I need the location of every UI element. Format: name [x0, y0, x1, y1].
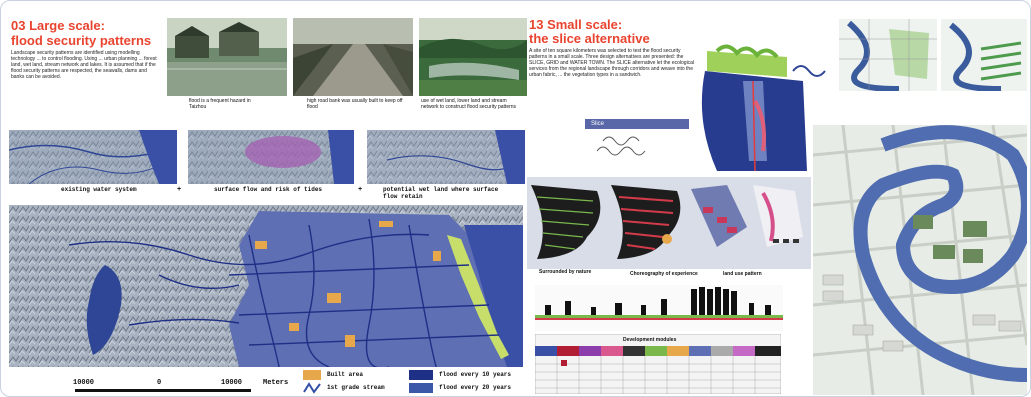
grid-thumbnail: [839, 19, 937, 91]
legend-10yr: flood every 10 years: [439, 371, 512, 378]
section-diagram: [535, 285, 783, 331]
legend-swatch-10yr: [409, 370, 433, 380]
strip-label-3: potential wet land where surface flow re…: [383, 186, 499, 200]
master-plan: [813, 125, 1027, 395]
surface-flow-map: [188, 130, 354, 184]
road-bank-photo: [293, 18, 413, 96]
wetland-photo: [419, 18, 527, 96]
scale-mid: 0: [157, 379, 162, 387]
flood-photo: [167, 18, 287, 96]
small-scale-title-2: the slice alternative: [529, 31, 650, 46]
potential-wetland-map: [367, 130, 525, 184]
scale-left: 10000: [73, 379, 95, 387]
scale-right: 10000: [221, 379, 243, 387]
diagram-caption-2: Choreography of experience: [630, 271, 698, 277]
plus-2: +: [358, 186, 363, 194]
small-scale-title-1: 13 Small scale:: [529, 17, 623, 32]
legend-built: Built area: [327, 371, 364, 378]
strip-label-1: existing water system: [61, 186, 137, 193]
legend-swatch-built: [303, 370, 321, 380]
flood-security-map: [9, 205, 523, 367]
legend-stream: 1st grade stream: [327, 384, 385, 391]
diagram-caption-1: Surrounded by nature: [539, 269, 592, 275]
photo-caption-2: high road bank was usually built to keep…: [307, 98, 403, 110]
strip-label-2: surface flow and risk of tides: [214, 186, 323, 193]
slice-diagrams: [527, 177, 811, 269]
plus-1: +: [177, 186, 182, 194]
slice-label-box: Slice: [585, 119, 689, 129]
large-scale-title-2: flood security patterns: [11, 33, 152, 48]
photo-caption-1: flood is a frequent hazard in Taizhou: [189, 98, 251, 110]
legend-stream-icon: [303, 382, 321, 394]
scale-bar: [75, 389, 251, 392]
photo-caption-3: use of wet land, lower land and stream n…: [421, 98, 517, 110]
large-scale-description: Landscape security patterns are identifi…: [11, 50, 157, 80]
scale-unit: Meters: [263, 379, 289, 387]
development-modules-table: [535, 334, 781, 394]
legend-swatch-20yr: [409, 383, 433, 393]
legend-20yr: flood every 20 years: [439, 384, 512, 391]
water-town-thumbnail: [941, 19, 1027, 91]
site-diagram: [585, 44, 826, 172]
diagram-caption-3: land use pattern: [723, 271, 762, 277]
water-system-map: [9, 130, 177, 184]
small-scale-description: A site of ten square kilometers was sele…: [529, 48, 695, 78]
modules-title: Development modules: [623, 337, 677, 343]
large-scale-title-1: 03 Large scale:: [11, 18, 105, 33]
